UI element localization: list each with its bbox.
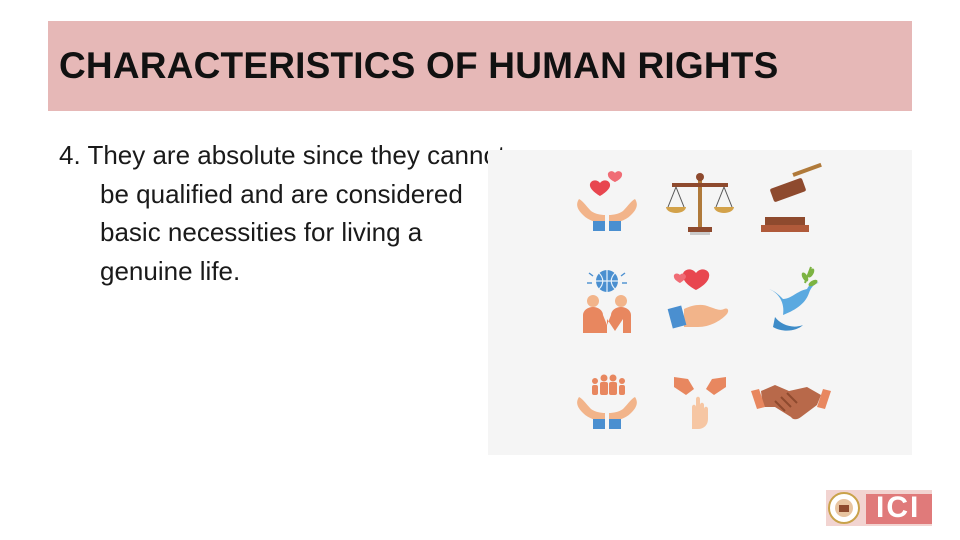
slide-body-text: 4. They are absolute since they cannot b… (59, 140, 506, 286)
title-band: CHARACTERISTICS OF HUMAN RIGHTS (48, 21, 912, 111)
hands-family-icon (577, 374, 637, 429)
icon-grid-panel (488, 150, 912, 455)
globe-people-icon (583, 270, 631, 333)
gavel-icon (761, 162, 822, 232)
raised-hands-icon (674, 377, 726, 429)
icon-grid (577, 162, 831, 429)
slide-title: CHARACTERISTICS OF HUMAN RIGHTS (59, 45, 779, 86)
scales-of-justice-icon (666, 173, 734, 235)
handshake-icon (751, 385, 831, 420)
hands-hearts-icon (577, 171, 637, 231)
organization-logo: ICI (826, 488, 932, 528)
ici-logo-graphic (826, 490, 932, 526)
hand-heart-icon (667, 269, 729, 329)
peace-dove-icon (769, 266, 819, 331)
logo-text: ICI (876, 491, 921, 524)
